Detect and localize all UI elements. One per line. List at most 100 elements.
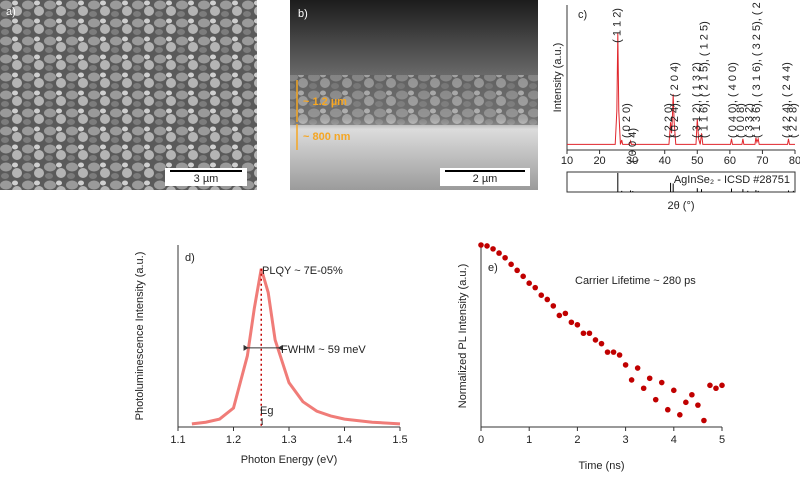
scale-bar-label: 2 µm xyxy=(473,173,498,185)
panel-label: b) xyxy=(298,8,308,20)
y-axis-label: Intensity (a.u.) xyxy=(552,43,564,113)
data-point xyxy=(616,352,623,358)
annotation: Carrier Lifetime ~ 280 ps xyxy=(575,275,696,287)
annotation: PLQY ~ 7E-05% xyxy=(262,265,343,277)
peak-label: ( 0 2 0) xyxy=(621,103,633,138)
data-point xyxy=(568,319,575,326)
data-point xyxy=(628,377,635,383)
data-point xyxy=(646,375,653,382)
peak-label: ( 0 0 8) xyxy=(735,103,747,138)
reference-name: AgInSe₂ - ICSD #28751 xyxy=(674,174,790,186)
peak-label: ( 0 4 0), ( 4 0 0) xyxy=(727,62,739,138)
panel-label: e) xyxy=(488,262,498,274)
peak-label: ( 0 2 4), ( 2 0 4) xyxy=(669,62,681,138)
data-point xyxy=(622,362,629,368)
y-axis-label: Normalized PL Intensity (a.u.) xyxy=(457,264,469,408)
peak-label: ( 4 2 4), ( 2 4 4) xyxy=(781,62,793,138)
data-point xyxy=(538,292,545,298)
data-line xyxy=(567,32,795,145)
data-point xyxy=(514,267,520,274)
data-point xyxy=(658,379,665,386)
data-point xyxy=(496,250,502,256)
peak-label: ( 0 0 4) xyxy=(627,128,639,163)
x-tick-label: 20 xyxy=(593,155,605,167)
data-point xyxy=(586,330,593,337)
x-tick-label: 40 xyxy=(659,155,671,167)
thickness-label: ~ 800 nm xyxy=(303,131,351,143)
annotation: FWHM ~ 59 meV xyxy=(281,344,366,356)
x-tick-label: 60 xyxy=(724,155,736,167)
sem-image xyxy=(0,0,257,190)
x-tick-label: 50 xyxy=(691,155,703,167)
peak-label: ( 1 1 6), ( 2 1 5), ( 1 2 5) xyxy=(698,21,710,138)
data-line xyxy=(191,268,401,426)
x-tick-label: 30 xyxy=(626,155,638,167)
panel-label: a) xyxy=(6,6,16,18)
peak-label: ( 2 2 8) xyxy=(788,103,800,138)
x-tick-label: 2 xyxy=(574,434,580,446)
data-point xyxy=(526,280,532,286)
data-point xyxy=(610,349,617,355)
x-tick-label: 1 xyxy=(526,434,532,446)
data-point xyxy=(502,254,508,261)
x-tick-label: 1.3 xyxy=(281,434,296,446)
film-layer xyxy=(290,75,538,125)
peak-label: ( 1 1 2) xyxy=(612,8,624,43)
x-tick-label: 4 xyxy=(671,434,677,446)
data-point xyxy=(580,330,587,337)
data-point xyxy=(556,312,563,319)
data-point xyxy=(719,382,725,389)
data-point xyxy=(701,417,707,424)
peak-label: ( 2 2 0) xyxy=(663,103,675,138)
annotation: Eg xyxy=(260,405,273,417)
reference-box xyxy=(566,171,796,193)
x-tick-label: 5 xyxy=(719,434,725,446)
data-point xyxy=(689,391,695,398)
x-tick-label: 10 xyxy=(561,155,573,167)
scale-bar-box xyxy=(440,168,530,186)
x-tick-label: 80 xyxy=(789,155,800,167)
x-axis-label: 2θ (°) xyxy=(667,200,694,212)
x-tick-label: 1.2 xyxy=(226,434,241,446)
x-tick-label: 1.1 xyxy=(170,434,185,446)
y-axis-label: Photoluminescence Intensity (a.u.) xyxy=(134,252,146,421)
x-tick-label: 3 xyxy=(623,434,629,446)
data-point xyxy=(713,385,719,392)
data-point xyxy=(652,396,659,403)
scale-bar-box xyxy=(165,168,247,186)
data-point xyxy=(532,284,539,291)
scale-bar-label: 3 µm xyxy=(194,173,219,185)
panel-label: c) xyxy=(578,9,587,21)
data-point xyxy=(508,261,514,268)
peak-label: ( 3 1 2), ( 1 3 2) xyxy=(691,62,703,138)
data-point xyxy=(592,337,599,343)
data-point xyxy=(695,402,701,408)
thickness-label: ~ 1.2 µm xyxy=(303,96,347,108)
panel-label: d) xyxy=(185,252,195,264)
data-point xyxy=(520,273,526,280)
data-point xyxy=(490,246,496,252)
x-tick-label: 1.5 xyxy=(392,434,407,446)
data-point xyxy=(664,406,671,413)
data-point xyxy=(544,296,551,303)
x-tick-label: 0 xyxy=(478,434,484,446)
data-point xyxy=(574,321,581,328)
peak-label: ( 3 3 2) xyxy=(743,103,755,138)
x-axis-label: Photon Energy (eV) xyxy=(241,454,338,466)
data-point xyxy=(478,242,484,248)
data-point xyxy=(707,382,713,389)
x-tick-label: 1.4 xyxy=(337,434,352,446)
peak-label: ( 1 3 6), ( 3 1 6), ( 3 2 5), ( 2 3 5) xyxy=(751,0,763,138)
data-point xyxy=(484,243,490,249)
x-axis-label: Time (ns) xyxy=(578,460,624,472)
data-point xyxy=(604,349,611,355)
data-point xyxy=(550,303,557,309)
data-point xyxy=(671,387,677,394)
data-point xyxy=(677,411,683,418)
data-point xyxy=(562,310,569,317)
data-point xyxy=(634,365,641,371)
data-point xyxy=(640,385,647,392)
data-point xyxy=(683,399,689,406)
data-point xyxy=(598,340,605,347)
